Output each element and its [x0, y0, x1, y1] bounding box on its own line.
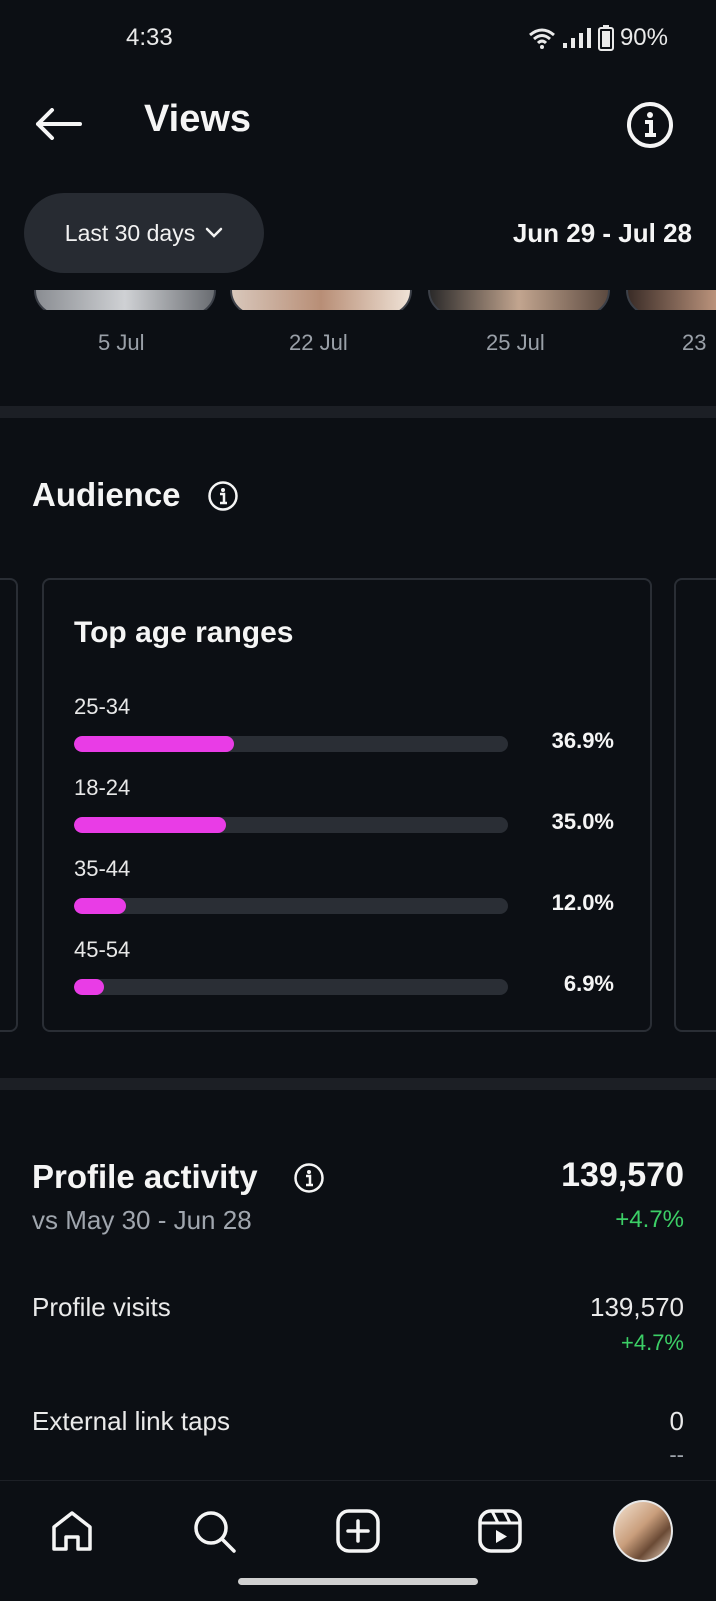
metric-value-profile-visits: 139,570	[590, 1292, 684, 1322]
profile-avatar	[613, 1500, 673, 1562]
profile-activity-title: Profile activity	[32, 1158, 258, 1195]
info-icon	[627, 102, 673, 148]
signal-icon	[562, 28, 591, 48]
audience-card-next[interactable]: ​	[674, 578, 716, 1032]
date-range-dropdown-label: Last 30 days	[64, 219, 196, 246]
metric-label-profile-visits: Profile visits	[32, 1292, 171, 1322]
age-range-bar-fill	[74, 736, 235, 752]
age-range-bar-track	[74, 898, 508, 914]
post-thumbnail[interactable]	[428, 290, 610, 310]
status-icons: 90%	[528, 24, 668, 52]
age-range-bar-track	[74, 817, 508, 833]
metric-change-external-link-taps: --	[669, 1442, 684, 1467]
profile-activity-total: 139,570	[561, 1156, 684, 1194]
back-button[interactable]	[30, 96, 86, 152]
date-range-text: Jun 29 - Jul 28	[512, 218, 692, 248]
card-title: Top age ranges	[74, 616, 294, 649]
post-thumbnail[interactable]	[34, 290, 216, 310]
reels-icon	[478, 1509, 522, 1553]
create-icon	[336, 1509, 380, 1553]
post-thumbnail[interactable]	[230, 290, 412, 310]
age-range-percent: 6.9%	[563, 971, 614, 996]
profile-activity-change: +4.7%	[615, 1206, 684, 1233]
audience-title: Audience	[32, 476, 181, 513]
info-icon	[294, 1163, 324, 1193]
nav-create[interactable]	[328, 1501, 388, 1561]
age-range-percent: 35.0%	[551, 809, 614, 834]
metric-value-external-link-taps: 0	[669, 1406, 684, 1436]
nav-profile[interactable]	[613, 1500, 673, 1562]
thumbnail-date: 5 Jul	[98, 330, 145, 355]
thumbnail-date: 25 Jul	[486, 330, 545, 355]
chevron-down-icon	[205, 227, 223, 238]
metric-change-profile-visits: +4.7%	[621, 1330, 684, 1355]
status-time: 4:33	[126, 24, 173, 51]
audience-card-prev[interactable]	[0, 578, 18, 1032]
home-indicator	[238, 1578, 478, 1585]
top-age-ranges-card: Top age ranges 25-34 36.9% 18-24 35.0% 35-44…	[42, 578, 652, 1032]
post-thumbnail[interactable]	[626, 290, 716, 310]
home-icon	[52, 1511, 92, 1551]
info-button[interactable]	[620, 95, 680, 155]
section-divider	[0, 1078, 716, 1090]
date-range-dropdown[interactable]: Last 30 days	[24, 193, 264, 273]
age-range-bar-fill	[74, 979, 104, 995]
age-range-label: 18-24	[74, 775, 131, 800]
audience-info-button[interactable]	[206, 479, 240, 513]
comparison-period: vs May 30 - Jun 28	[32, 1205, 252, 1235]
age-range-bar-track	[74, 979, 508, 995]
section-divider	[0, 406, 716, 418]
nav-home[interactable]	[42, 1501, 102, 1561]
age-range-bar-fill	[74, 817, 226, 833]
wifi-icon	[528, 28, 555, 49]
thumbnail-date: 23	[682, 330, 707, 355]
age-range-label: 35-44	[74, 856, 131, 881]
nav-reels[interactable]	[470, 1501, 530, 1561]
profile-activity-info-button[interactable]	[292, 1161, 326, 1195]
thumbnail-date: 22 Jul	[289, 330, 348, 355]
age-range-bar-track	[74, 736, 508, 752]
age-range-label: 25-34	[74, 694, 131, 719]
age-range-percent: 36.9%	[551, 728, 614, 753]
arrow-left-icon	[36, 108, 82, 140]
thumbnail-strip	[0, 290, 716, 310]
nav-search[interactable]	[184, 1501, 244, 1561]
battery-icon	[597, 25, 614, 51]
info-icon	[208, 481, 238, 511]
battery-percent: 90%	[619, 24, 668, 51]
age-range-label: 45-54	[74, 937, 131, 962]
age-range-bar-fill	[74, 898, 127, 914]
page-title: Views	[144, 98, 252, 140]
age-range-percent: 12.0%	[551, 890, 614, 915]
metric-label-external-link-taps: External link taps	[32, 1406, 230, 1436]
search-icon	[194, 1511, 236, 1553]
